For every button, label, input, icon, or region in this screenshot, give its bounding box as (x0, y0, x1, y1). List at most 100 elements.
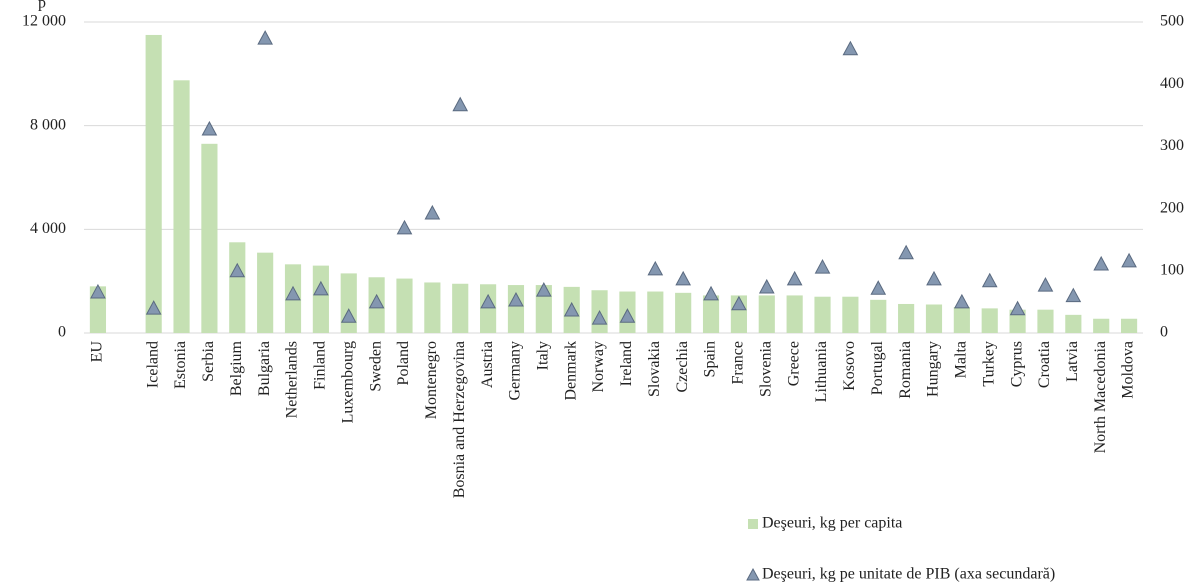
triangle-marker (396, 219, 413, 235)
x-tick-label: Slovenia (757, 341, 774, 397)
bar (675, 292, 692, 333)
y-axis-label: p (38, 0, 46, 12)
x-tick-label: North Macedonia (1092, 341, 1109, 453)
bar (953, 307, 970, 333)
triangle-marker (1093, 255, 1110, 271)
x-tick-label: Greece (785, 341, 802, 386)
triangle-marker (703, 285, 719, 301)
triangle-marker (257, 30, 273, 45)
y2-tick-label: 0 (1160, 324, 1168, 341)
triangle-marker (90, 283, 106, 299)
triangle-marker (954, 293, 970, 309)
x-tick-label: Luxembourg (339, 341, 356, 423)
triangle-marker (926, 270, 942, 286)
bar (312, 265, 329, 333)
x-tick-label: Ireland (618, 341, 635, 386)
bar (647, 291, 664, 333)
x-tick-label: Portugal (869, 340, 886, 395)
bar (1093, 318, 1110, 333)
y-tick-label: 0 (58, 324, 66, 341)
x-tick-label: Croatia (1036, 341, 1053, 388)
x-tick-label: Hungary (925, 341, 942, 397)
triangle-marker (563, 301, 580, 317)
x-tick-label: Kosovo (841, 341, 858, 391)
x-tick-label: Estonia (172, 341, 189, 389)
triangle-marker (535, 282, 552, 297)
bar (1009, 309, 1026, 333)
x-tick-label: Moldova (1120, 341, 1137, 399)
y-tick-label: 4 000 (30, 220, 66, 237)
y-tick-label: 12 000 (22, 13, 66, 30)
y2-tick-label: 100 (1160, 261, 1184, 278)
bar (758, 295, 775, 333)
x-tick-label: Belgium (228, 340, 245, 396)
triangle-marker (870, 280, 887, 295)
x-tick-label: Czechia (674, 341, 691, 393)
bar (786, 295, 803, 333)
x-tick-label: Italy (535, 341, 552, 370)
x-tick-label: Norway (590, 341, 607, 393)
y2-tick-label: 400 (1160, 75, 1184, 92)
y2-tick-label: 500 (1160, 13, 1184, 30)
y2-tick-label: 300 (1160, 137, 1184, 154)
y2-tick-label: 200 (1160, 199, 1184, 216)
legend-swatch (746, 567, 760, 581)
triangle-marker (758, 278, 775, 294)
triangle-marker (1121, 252, 1137, 268)
x-tick-label: Serbia (200, 341, 217, 382)
triangle-marker (981, 272, 998, 288)
triangle-marker (786, 270, 803, 286)
bar (898, 303, 915, 333)
triangle-marker (1065, 287, 1082, 303)
triangle-marker (508, 291, 524, 307)
bar (507, 285, 525, 333)
x-tick-label: Austria (479, 341, 496, 388)
triangle-marker (647, 260, 664, 276)
x-tick-label: Iceland (144, 341, 161, 388)
triangle-marker (898, 244, 914, 260)
bar (201, 143, 218, 333)
x-tick-label: Finland (312, 341, 329, 390)
x-tick-label: Montenegro (423, 341, 440, 419)
x-tick-label: Slovakia (646, 341, 663, 397)
y-tick-label: 8 000 (30, 116, 66, 133)
triangle-marker (480, 293, 496, 309)
x-tick-label: EU (89, 341, 106, 363)
bar (1120, 318, 1138, 333)
x-tick-label: Romania (897, 341, 914, 399)
triangle-marker (229, 262, 246, 278)
x-tick-label: Bulgaria (256, 341, 273, 396)
bar (173, 80, 190, 333)
bar (257, 252, 274, 333)
x-tick-label: Latvia (1064, 341, 1081, 382)
bar (340, 273, 357, 333)
x-tick-label: Bosnia and Herzegovina (451, 341, 468, 498)
bar (535, 285, 552, 333)
legend-swatch (748, 519, 758, 529)
triangle-marker (1009, 300, 1026, 316)
triangle-marker (842, 40, 859, 56)
x-tick-label: Lithuania (813, 341, 830, 402)
x-tick-label: Sweden (367, 341, 384, 392)
bar (424, 282, 441, 333)
bar (981, 308, 998, 333)
x-tick-label: Malta (953, 341, 970, 378)
bar (1037, 309, 1054, 333)
bar (145, 34, 162, 333)
triangle-marker (368, 293, 385, 309)
triangle-marker (285, 285, 301, 301)
x-tick-label: Turkey (980, 341, 997, 387)
triangle-marker (814, 259, 831, 274)
triangle-marker (313, 280, 329, 296)
triangle-marker (145, 300, 162, 315)
triangle-marker (731, 295, 747, 311)
x-tick-label: Netherlands (284, 341, 301, 418)
triangle-marker (675, 270, 692, 286)
triangle-marker (452, 96, 469, 112)
bar (702, 295, 720, 333)
legend-label: Deşeuri, kg pe unitate de PIB (axa secun… (762, 566, 1055, 583)
triangle-marker (424, 204, 441, 220)
bar (452, 283, 469, 333)
